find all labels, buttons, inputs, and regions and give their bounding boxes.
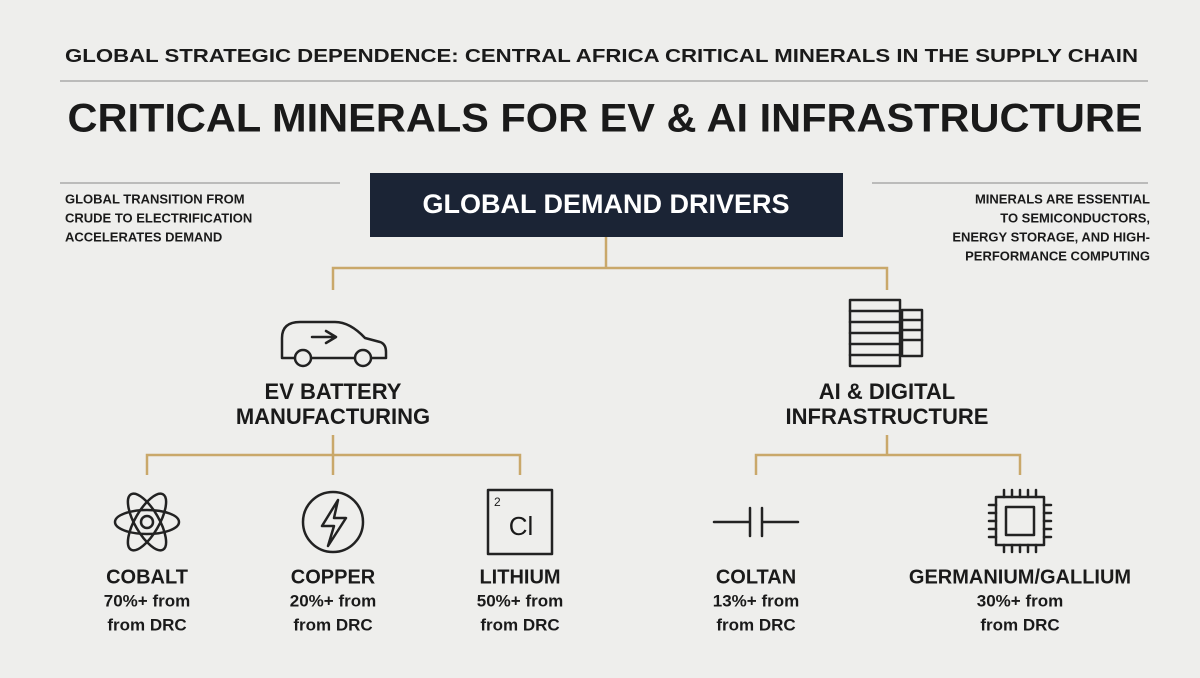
connector: [145, 435, 522, 475]
minerals: COBALT 70%+ from from DRC COPPER 20%+ from fr…: [104, 566, 1131, 634]
branch-label: INFRASTRUCTURE: [786, 404, 989, 429]
mineral-name: COLTAN: [716, 566, 796, 588]
root-box: [370, 173, 843, 237]
mineral-share: 30%+ from: [977, 591, 1063, 610]
left-note: ACCELERATES DEMAND: [65, 229, 222, 244]
branch-label: AI & DIGITAL: [819, 379, 955, 404]
mineral-name: GERMANIUM/GALLIUM: [909, 566, 1131, 588]
element-icon: 2 Cl: [486, 488, 554, 556]
connector: [754, 435, 1022, 475]
server-icon: [848, 298, 924, 368]
mineral-share: from DRC: [293, 615, 372, 634]
mineral-share: from DRC: [716, 615, 795, 634]
atom-icon: [113, 492, 181, 552]
icon-symbol: Cl: [509, 511, 534, 541]
mineral-share: 50%+ from: [477, 591, 563, 610]
right-note: PERFORMANCE COMPUTING: [965, 248, 1150, 263]
right-note: ENERGY STORAGE, AND HIGH-: [952, 229, 1150, 244]
right-note: TO SEMICONDUCTORS,: [1000, 210, 1150, 225]
mineral-name: COPPER: [291, 566, 376, 588]
icon-number: 2: [494, 495, 501, 509]
right-note: MINERALS ARE ESSENTIAL: [975, 191, 1150, 206]
connector: [331, 237, 889, 290]
mineral-share: 13%+ from: [713, 591, 799, 610]
chip-icon: [987, 488, 1053, 554]
root-label: GLOBAL DEMAND DRIVERS: [422, 189, 789, 219]
car-icon: [280, 320, 388, 368]
left-note: GLOBAL TRANSITION FROM: [65, 191, 245, 206]
branch-label: EV BATTERY: [265, 379, 402, 404]
mineral-name: COBALT: [106, 566, 188, 588]
mineral-share: 20%+ from: [290, 591, 376, 610]
mineral-share: from DRC: [480, 615, 559, 634]
branch-label: MANUFACTURING: [236, 404, 430, 429]
mineral-share: 70%+ from: [104, 591, 190, 610]
capacitor-icon: [712, 506, 800, 538]
kicker: GLOBAL STRATEGIC DEPENDENCE: CENTRAL AFR…: [65, 46, 1138, 66]
mineral-share: from DRC: [980, 615, 1059, 634]
left-note: CRUDE TO ELECTRIFICATION: [65, 210, 252, 225]
bolt-icon: [301, 490, 365, 554]
mineral-name: LITHIUM: [479, 566, 560, 588]
mineral-share: from DRC: [107, 615, 186, 634]
title: CRITICAL MINERALS FOR EV & AI INFRASTRUC…: [68, 97, 1143, 141]
